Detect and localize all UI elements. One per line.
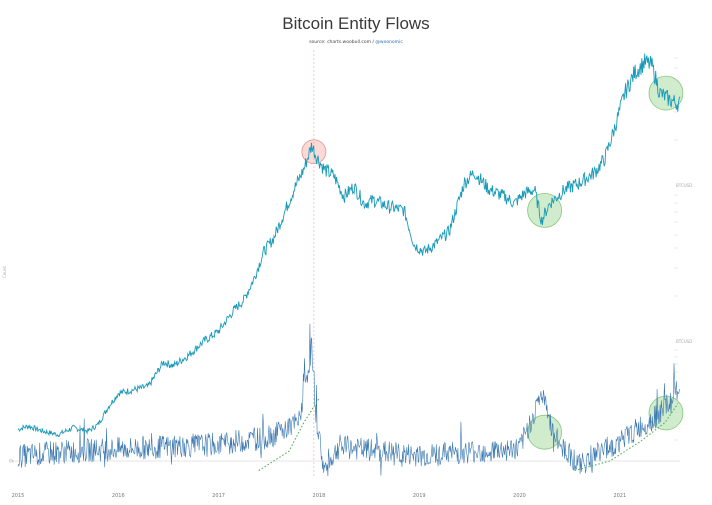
y-axis-label: Count: [2, 266, 7, 278]
lower-series-layer: [17, 323, 681, 477]
x-tick-label-2018: 2018: [313, 493, 326, 499]
zero-label: 0k: [9, 459, 15, 464]
lower-axis-label: BTCUSD: [676, 339, 692, 344]
trend-layer: [258, 398, 679, 472]
chart-title: Bitcoin Entity Flows: [282, 14, 430, 33]
source-handle-link[interactable]: @woonomic: [375, 40, 403, 45]
trend-curve-0: [258, 398, 320, 472]
x-tick-label-2019: 2019: [413, 493, 426, 499]
highlight-layer: [301, 75, 684, 450]
upper-axis-label: BTCUSD: [676, 183, 692, 188]
upper-series-line: [17, 53, 681, 438]
x-tick-label-2016: 2016: [112, 493, 125, 499]
chart-subtitle: source: charts.woobull.com / @woonomic: [0, 40, 712, 45]
x-tick-label-2020: 2020: [513, 493, 526, 499]
source-separator: /: [371, 40, 376, 45]
x-axis: 2015 2016 2017 2018 2019 2020 2021 Count: [2, 266, 626, 499]
x-tick-label-2017: 2017: [212, 493, 225, 499]
upper-series-layer: [17, 53, 681, 438]
source-text: source: charts.woobull.com: [309, 40, 371, 45]
x-tick-label-2021: 2021: [613, 493, 626, 499]
zero-line-layer: 0k: [9, 459, 680, 464]
lower-series-line: [17, 323, 681, 477]
x-tick-label-2015: 2015: [12, 493, 25, 499]
right-axis: BTCUSD BTCUSD: [674, 57, 692, 441]
